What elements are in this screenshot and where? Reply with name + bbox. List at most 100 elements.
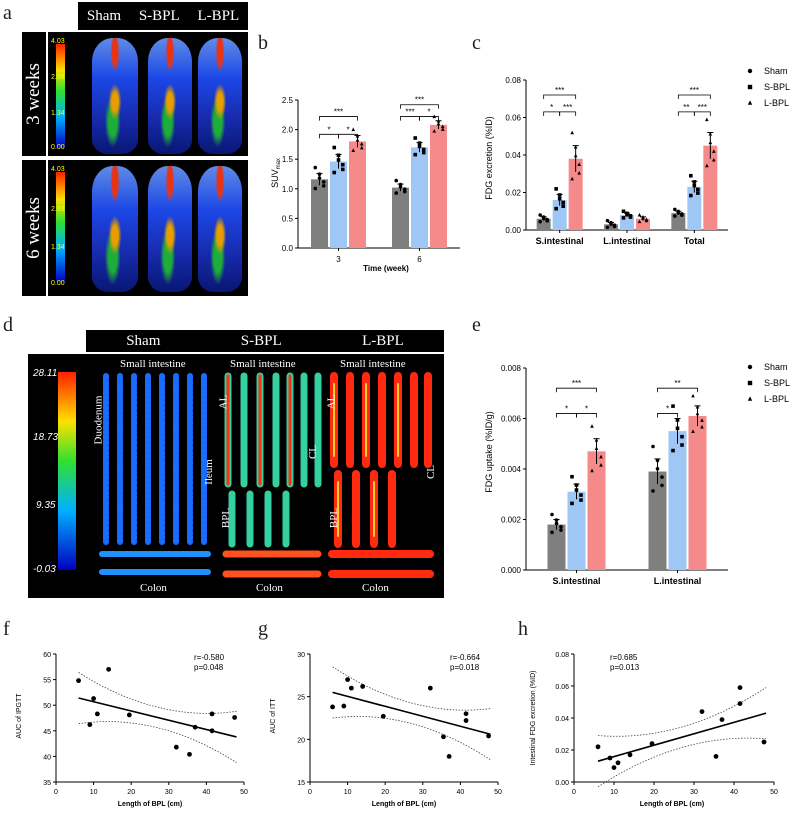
data-point [594, 446, 599, 450]
pet-mouse-lbpl [198, 38, 242, 154]
y-tick-label: 0.002 [501, 516, 522, 525]
significance-bracket [419, 116, 439, 121]
stat-label: r=-0.580 [194, 653, 225, 662]
pet-cbar-tick: 0.00 [51, 280, 65, 287]
significance-bracket [657, 387, 698, 393]
data-point [554, 206, 558, 211]
data-point [463, 718, 469, 723]
data-point [359, 141, 364, 146]
data-point [340, 162, 345, 167]
gut-label-colon: Colon [256, 582, 283, 594]
data-point [570, 501, 574, 506]
data-point [574, 488, 579, 492]
data-point [615, 760, 621, 766]
data-point [611, 765, 617, 770]
data-point [708, 140, 713, 145]
y-tick-label: 15 [297, 780, 305, 787]
data-point [644, 218, 649, 223]
data-point [209, 728, 215, 734]
significance-label: * [346, 125, 349, 134]
data-point [441, 734, 446, 740]
data-point [351, 148, 356, 152]
data-point [440, 127, 445, 131]
data-point [570, 130, 574, 135]
data-point [680, 434, 684, 439]
data-point [680, 213, 684, 217]
data-point [554, 521, 559, 526]
pet-mouse-sham [92, 166, 138, 292]
x-axis-label: Length of BPL (cm) [372, 801, 436, 808]
y-tick-label: 45 [43, 729, 51, 736]
gut-label-small-intestine: Small intestine [340, 358, 406, 370]
legend-label: S-BPL [764, 378, 790, 388]
data-point [719, 717, 725, 722]
data-point [577, 171, 581, 175]
significance-bracket [677, 111, 695, 116]
bar-l-bpl [349, 141, 366, 248]
significance-label: *** [690, 86, 699, 95]
data-point [336, 153, 341, 158]
panel-letter-a: a [3, 2, 12, 24]
data-point [695, 411, 700, 416]
data-point [427, 685, 433, 691]
data-point [336, 158, 341, 162]
significance-label: * [666, 404, 669, 413]
y-axis-label: AUC of ITT [270, 698, 277, 734]
bar-s-bpl [668, 431, 687, 570]
x-tick-label: 10 [90, 789, 98, 796]
panel-d-header: Sham S-BPL L-BPL [86, 330, 444, 352]
data-point [621, 209, 626, 214]
bar-sham [392, 187, 409, 248]
data-point [651, 489, 655, 493]
pet-image-3-weeks: 4.03 2.69 1.34 0.00 [48, 32, 248, 156]
bar-sham [547, 524, 566, 570]
legend-label: Sham [764, 66, 788, 76]
data-point [550, 512, 554, 517]
panel-a-header: Sham S-BPL L-BPL [78, 2, 248, 30]
data-point [590, 468, 594, 473]
data-point [577, 162, 581, 166]
data-point [359, 145, 364, 150]
gut-label-ileum: Ileum [202, 459, 215, 485]
gut-label-al: AL [325, 394, 338, 410]
pet-mouse-lbpl [198, 166, 242, 292]
x-tick-label: 0 [308, 789, 312, 796]
x-tick-label: 40 [457, 789, 465, 796]
significance-bracket [400, 104, 439, 109]
data-point [394, 191, 399, 195]
data-point [355, 137, 360, 142]
x-tick-label: 50 [770, 789, 778, 796]
x-tick-label: 20 [381, 789, 389, 796]
significance-bracket [400, 116, 420, 121]
data-point [321, 180, 326, 184]
x-tick-label: 40 [730, 789, 738, 796]
scatter-itt: AUC of ITT Length of BPL (cm) 15 20 25 30 0 1… [270, 652, 502, 808]
y-axis-label: FDG excretion (%ID) [484, 116, 494, 200]
data-point [463, 711, 469, 717]
data-point [689, 193, 693, 198]
y-tick-label: 0.000 [501, 566, 522, 575]
group-label-sham: Sham [126, 332, 161, 349]
data-point [660, 483, 664, 488]
significance-bracket [576, 413, 597, 418]
stat-label: r=-0.664 [450, 653, 481, 662]
significance-bracket [677, 94, 711, 99]
legend-marker [747, 364, 753, 370]
data-point [351, 127, 356, 132]
data-point [413, 152, 418, 157]
confidence-band-upper [597, 687, 767, 737]
significance-bracket [543, 94, 577, 99]
data-point [627, 752, 633, 758]
data-point [94, 711, 100, 717]
data-point [398, 185, 403, 189]
data-point [187, 751, 192, 757]
x-tick-label: 3 [336, 255, 341, 264]
data-point [436, 121, 441, 126]
y-tick-label: 0.08 [505, 76, 521, 85]
data-point [705, 163, 709, 168]
pet-cbar-tick: 2.69 [51, 74, 65, 81]
pet-cbar-tick: 0.00 [51, 144, 65, 151]
legend-marker [747, 84, 753, 90]
data-point [621, 216, 626, 220]
data-point [691, 429, 695, 433]
